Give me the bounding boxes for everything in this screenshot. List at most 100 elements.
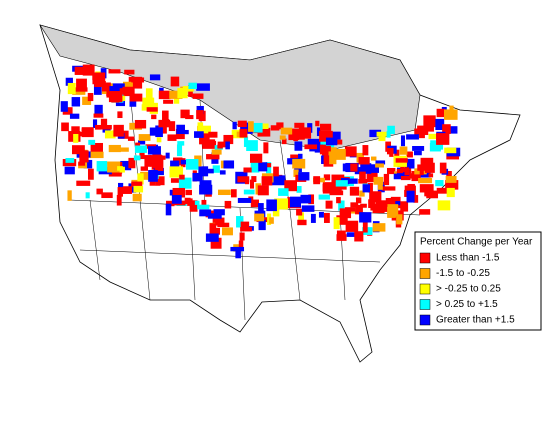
- trend-cell: [73, 133, 79, 143]
- legend-label: > 0.25 to +1.5: [436, 299, 498, 310]
- trend-cell: [350, 202, 359, 208]
- trend-cell: [243, 189, 255, 195]
- trend-cell: [267, 213, 272, 225]
- trend-cell: [446, 170, 452, 181]
- trend-cell: [313, 176, 321, 185]
- trend-cell: [95, 124, 101, 130]
- trend-cell: [400, 201, 409, 212]
- trend-cell: [158, 176, 165, 186]
- trend-cell: [224, 200, 232, 209]
- trend-cell: [197, 125, 211, 137]
- trend-cell: [208, 131, 218, 138]
- trend-cell: [145, 88, 153, 101]
- trend-cell: [292, 158, 306, 169]
- legend-swatch: [419, 268, 431, 279]
- trend-cell: [346, 232, 356, 237]
- trend-cell: [160, 155, 166, 160]
- trend-cell: [408, 173, 414, 179]
- trend-cell: [183, 129, 189, 135]
- trend-cell: [429, 142, 441, 152]
- trend-cell: [222, 227, 233, 236]
- trend-cell: [323, 212, 330, 223]
- trend-cell: [236, 131, 243, 138]
- trend-cell: [304, 144, 318, 150]
- trend-cell: [139, 152, 145, 160]
- trend-cell: [324, 147, 337, 158]
- trend-cell: [60, 101, 68, 112]
- trend-cell: [370, 164, 379, 173]
- trend-cell: [378, 136, 386, 142]
- trend-cell: [369, 129, 382, 138]
- trend-cell: [201, 199, 207, 207]
- trend-cell: [147, 146, 161, 155]
- trend-cell: [235, 248, 241, 259]
- trend-cell: [230, 189, 237, 198]
- trend-cell: [419, 164, 424, 176]
- trend-cell: [167, 134, 177, 141]
- trend-cell: [449, 126, 458, 134]
- trend-cell: [319, 130, 333, 142]
- trend-cell: [199, 133, 210, 145]
- trend-cell: [339, 208, 352, 219]
- trend-cell: [207, 213, 222, 219]
- trend-cell: [393, 173, 403, 180]
- legend-title: Percent Change per Year: [420, 237, 533, 248]
- trend-cell: [153, 167, 164, 176]
- trend-cell: [323, 156, 334, 167]
- trend-cell: [196, 83, 210, 91]
- trend-cell: [158, 119, 171, 128]
- trend-cell: [439, 162, 447, 174]
- trend-cell: [427, 125, 434, 132]
- trend-cell: [284, 180, 297, 192]
- trend-cell: [137, 173, 144, 185]
- trend-cell: [332, 148, 346, 160]
- trend-cells: [60, 64, 461, 259]
- trend-cell: [369, 191, 382, 203]
- trend-cell: [177, 88, 188, 99]
- trend-cell: [308, 194, 315, 205]
- trend-cell: [336, 230, 346, 236]
- trend-cell: [61, 122, 69, 132]
- trend-cell: [182, 85, 194, 92]
- trend-cell: [134, 145, 147, 153]
- trend-cell: [78, 161, 86, 166]
- trend-cell: [129, 93, 143, 102]
- trend-cell: [108, 91, 123, 103]
- trend-cell: [319, 144, 326, 155]
- trend-cell: [322, 145, 331, 152]
- trend-cell: [81, 128, 87, 134]
- trend-cell: [206, 154, 220, 160]
- trend-cell: [196, 110, 204, 120]
- trend-cell: [428, 173, 434, 178]
- trend-cell: [122, 81, 133, 89]
- trend-cell: [323, 174, 331, 181]
- trend-cell: [211, 149, 222, 155]
- trend-cell: [225, 141, 230, 150]
- trend-cell: [240, 122, 253, 134]
- trend-cell: [257, 127, 271, 137]
- trend-cell: [217, 144, 223, 149]
- trend-cell: [169, 90, 183, 99]
- trend-cell: [194, 200, 200, 205]
- trend-cell: [345, 178, 358, 184]
- trend-cell: [104, 130, 116, 139]
- trend-cell: [128, 157, 136, 169]
- trend-cell: [124, 69, 135, 75]
- trend-cell: [212, 165, 220, 173]
- trend-cell: [386, 148, 394, 155]
- trend-cell: [239, 232, 245, 241]
- trend-cell: [188, 82, 197, 90]
- trend-cell: [294, 141, 303, 151]
- trend-cell: [87, 92, 94, 102]
- trend-cell: [338, 200, 345, 211]
- trend-cell: [297, 219, 307, 226]
- trend-cell: [258, 162, 268, 172]
- trend-cell: [165, 203, 172, 216]
- trend-cell: [298, 212, 305, 222]
- legend-swatch: [419, 283, 431, 295]
- trend-cell: [185, 158, 199, 170]
- trend-cell: [310, 213, 316, 223]
- trend-cell: [76, 78, 87, 89]
- trend-cell: [316, 127, 321, 137]
- trend-cell: [405, 158, 415, 169]
